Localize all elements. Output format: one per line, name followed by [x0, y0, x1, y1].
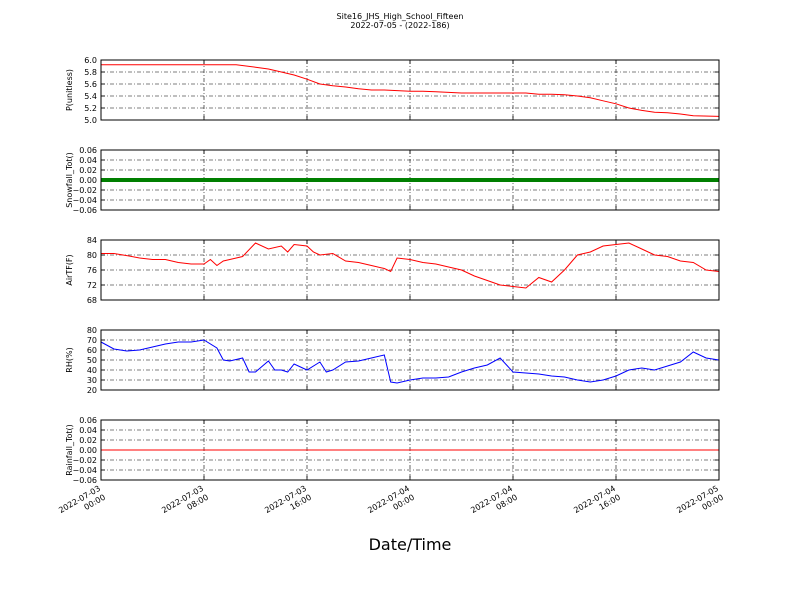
y-tick-label: −0.02 [72, 186, 97, 195]
y-tick-label: −0.04 [72, 466, 97, 475]
series-line [101, 64, 720, 117]
panel-frame [100, 239, 720, 301]
y-tick-label: −0.06 [72, 476, 97, 485]
panel-5: −0.06−0.04−0.020.000.020.040.06 Rainfall_… [65, 416, 720, 485]
y-tick-label: 68 [87, 296, 97, 305]
y-tick-label: 0.06 [79, 416, 97, 425]
series-line [101, 242, 720, 289]
y-tick-label: 72 [87, 281, 97, 290]
y-tick-label: 5.8 [84, 68, 97, 77]
x-tick-label: 2022-07-0300:00 [57, 484, 107, 524]
y-tick-label: 80 [87, 326, 97, 335]
x-axis-label: Date/Time [369, 535, 452, 554]
x-tick-label: 2022-07-0416:00 [572, 484, 622, 524]
x-tick-label: 2022-07-0308:00 [160, 484, 210, 524]
y-tick-label: 6.0 [84, 56, 97, 65]
y-tick-label: 70 [87, 336, 97, 345]
y-tick-label: 76 [87, 266, 97, 275]
chart-title: Site16_JHS_High_School_Fifteen [336, 12, 464, 21]
y-tick-label: 0.00 [79, 176, 97, 185]
y-axis-label: AirTF(F) [65, 254, 74, 285]
x-tick-label: 2022-07-0316:00 [263, 484, 313, 524]
y-tick-label: 5.4 [84, 92, 97, 101]
chart-subtitle: 2022-07-05 - (2022-186) [350, 21, 450, 30]
y-tick-label: 20 [87, 386, 97, 395]
y-tick-label: 0.02 [79, 436, 97, 445]
y-tick-label: 0.04 [79, 426, 97, 435]
y-tick-label: 0.04 [79, 156, 97, 165]
y-tick-label: −0.04 [72, 196, 97, 205]
y-tick-label: 84 [87, 236, 97, 245]
panel-frame [100, 59, 720, 121]
y-tick-label: 60 [87, 346, 97, 355]
y-tick-label: 5.2 [84, 104, 97, 113]
x-tick-label: 2022-07-0408:00 [469, 484, 519, 524]
y-tick-label: 0.06 [79, 146, 97, 155]
panel-3: 68 72 76 80 84 AirTF(F) [65, 236, 720, 305]
panel-2: −0.06−0.04−0.020.000.020.040.06 Snowfall_… [65, 146, 720, 215]
y-tick-label: 5.6 [84, 80, 97, 89]
panel-frame [100, 419, 720, 481]
panel-1: 5.0 5.2 5.4 5.6 5.8 6.0 P(unitless) [65, 56, 720, 125]
y-tick-label: −0.02 [72, 456, 97, 465]
panel-frame [100, 149, 720, 211]
y-tick-label: 5.0 [84, 116, 97, 125]
y-tick-label: 40 [87, 366, 97, 375]
y-tick-label: 0.00 [79, 446, 97, 455]
y-tick-label: 0.02 [79, 166, 97, 175]
y-axis-label: RH(%) [65, 347, 74, 372]
x-tick-label: 2022-07-0500:00 [675, 484, 725, 524]
series-line [100, 339, 720, 384]
y-axis-label: Snowfall_Tot() [65, 152, 74, 208]
y-axis-label: Rainfall_Tot() [65, 424, 74, 476]
y-tick-label: 30 [87, 376, 97, 385]
y-axis-label: P(unitless) [65, 69, 74, 111]
y-tick-label: 80 [87, 251, 97, 260]
y-tick-label: −0.06 [72, 206, 97, 215]
x-tick-label: 2022-07-0400:00 [366, 484, 416, 524]
y-tick-label: 50 [87, 356, 97, 365]
panel-frame [100, 329, 720, 391]
